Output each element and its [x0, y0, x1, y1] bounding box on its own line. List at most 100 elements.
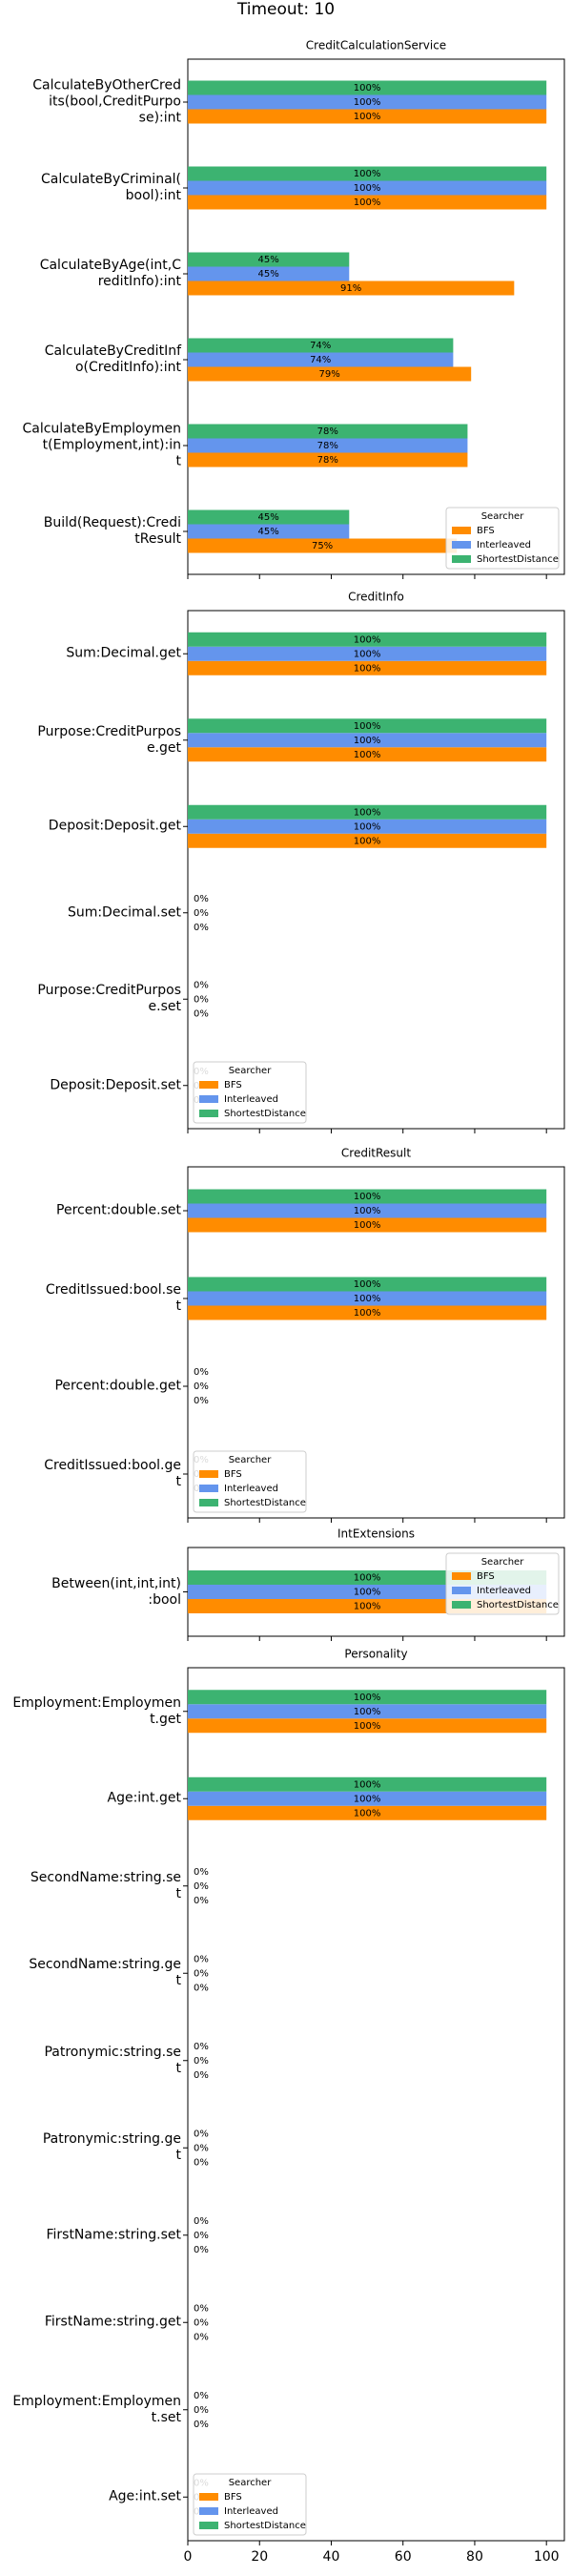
data-label: 100% [354, 197, 381, 208]
y-tick-label: Patronymic:string.se t [44, 2044, 181, 2076]
data-label: 78% [317, 426, 338, 437]
legend-label: BFS [477, 526, 495, 536]
bar [188, 819, 547, 834]
axes-title: IntExtensions [337, 1527, 415, 1541]
legend-swatch [199, 2522, 218, 2529]
data-label: 0% [194, 2332, 209, 2342]
y-tick-label: CalculateByCriminal( bool):int [40, 172, 181, 203]
bar [188, 424, 468, 439]
data-label: 78% [317, 441, 338, 451]
data-label: 74% [310, 341, 331, 351]
legend-label: ShortestDistance [224, 1109, 306, 1119]
legend-label: Interleaved [224, 2506, 278, 2517]
legend-swatch [199, 1485, 218, 1492]
legend-swatch [452, 1587, 471, 1594]
y-tick-label: Employment:Employmen t.set [12, 2393, 181, 2425]
legend-swatch [199, 1081, 218, 1089]
legend-box [445, 1552, 560, 1615]
data-label: 45% [258, 269, 279, 280]
data-label: 100% [354, 1279, 381, 1290]
data-label: 0% [194, 923, 209, 933]
legend-label: Interleaved [477, 540, 531, 551]
data-label: 100% [354, 1220, 381, 1231]
y-tick-label: Patronymic:string.ge t [42, 2131, 181, 2164]
data-label: 45% [258, 527, 279, 537]
bar [188, 747, 547, 762]
data-label: 0% [194, 908, 209, 919]
data-label: 100% [354, 1693, 381, 1703]
data-label: 100% [354, 1588, 381, 1598]
legend-label: BFS [477, 1571, 495, 1582]
data-label: 100% [354, 1779, 381, 1790]
legend-title: Searcher [229, 1455, 273, 1465]
data-label: 78% [317, 455, 338, 466]
data-label: 0% [194, 894, 209, 904]
bar [188, 266, 350, 281]
y-tick-label: Purpose:CreditPurpos e.get [37, 723, 181, 756]
y-tick-label: CalculateByAge(int,C reditInfo):int [39, 258, 181, 289]
bar [188, 1217, 547, 1233]
legend-swatch [452, 1572, 471, 1580]
y-tick-label: CalculateByEmploymen t(Employment,int):i… [22, 421, 181, 469]
bar [188, 366, 472, 382]
legend-box [193, 1450, 307, 1513]
y-tick-label: Sum:Decimal.get [66, 645, 181, 661]
x-tick-label: 20 [251, 2549, 268, 2565]
legend-box [193, 2473, 307, 2536]
legend-box [445, 507, 560, 570]
bar [188, 718, 547, 734]
legend-box [193, 1061, 307, 1124]
data-label: 100% [354, 634, 381, 645]
data-label: 100% [354, 1808, 381, 1818]
bar [188, 1189, 547, 1204]
data-label: 45% [258, 255, 279, 265]
legend-swatch [452, 1601, 471, 1609]
bar [188, 1277, 547, 1292]
axes-title: Personality [344, 1648, 407, 1661]
bar [188, 180, 547, 196]
data-label: 0% [194, 2143, 209, 2153]
y-tick-label: Build(Request):Credi tResult [43, 515, 181, 547]
data-label: 100% [354, 807, 381, 818]
data-label: 0% [194, 2042, 209, 2052]
data-label: 0% [194, 2070, 209, 2081]
y-tick-label: Deposit:Deposit.get [48, 818, 181, 834]
bar [188, 280, 515, 296]
legend-swatch [199, 1499, 218, 1506]
data-label: 0% [194, 1381, 209, 1392]
data-label: 0% [194, 2231, 209, 2241]
legend-swatch [199, 1470, 218, 1478]
data-label: 0% [194, 1008, 209, 1019]
axes-title: CreditInfo [348, 591, 404, 604]
bar [188, 804, 547, 820]
y-tick-label: CalculateByOtherCred its(bool,CreditPurp… [32, 77, 181, 126]
bar [188, 1203, 547, 1218]
data-label: 0% [194, 980, 209, 990]
data-label: 100% [354, 736, 381, 746]
legend-swatch [199, 2493, 218, 2501]
legend-label: Interleaved [477, 1586, 531, 1596]
data-label: 100% [354, 1721, 381, 1732]
legend-title: Searcher [481, 511, 525, 522]
data-label: 0% [194, 2157, 209, 2168]
data-label: 0% [194, 1968, 209, 1979]
y-tick-label: FirstName:string.get [44, 2314, 181, 2330]
x-tick-label: 100 [534, 2549, 560, 2565]
data-label: 100% [354, 1707, 381, 1717]
y-tick-label: SecondName:string.se t [30, 1869, 181, 1901]
data-label: 0% [194, 1896, 209, 1906]
data-label: 100% [354, 83, 381, 93]
y-tick-label: Percent:double.set [56, 1202, 181, 1218]
bar [188, 94, 547, 110]
data-label: 0% [194, 2303, 209, 2314]
y-tick-label: Deposit:Deposit.set [50, 1077, 181, 1093]
data-label: 0% [194, 1367, 209, 1378]
data-label: 0% [194, 2317, 209, 2328]
y-tick-label: Between(int,int,int) :bool [51, 1575, 181, 1608]
bar [188, 1305, 547, 1320]
bar [188, 1718, 547, 1734]
legend-label: BFS [224, 1469, 242, 1480]
data-label: 0% [194, 2391, 209, 2401]
